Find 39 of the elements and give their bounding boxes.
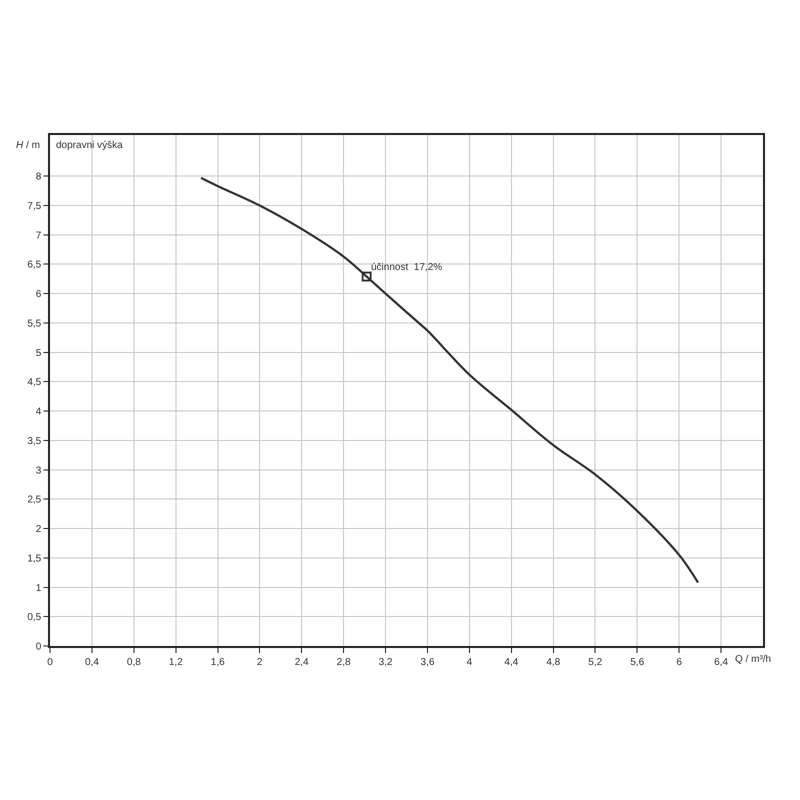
y-tick-label: 6 <box>36 289 42 300</box>
y-tick-label: 2,5 <box>27 494 42 506</box>
x-tick-label: 6,4 <box>714 656 728 668</box>
x-tick-label: 2,4 <box>294 656 310 668</box>
x-tick-label: 0,4 <box>84 656 100 668</box>
x-tick-label: 1,6 <box>210 656 226 668</box>
y-tick-label: 0,5 <box>27 612 42 624</box>
x-tick-label: 3,2 <box>378 656 393 668</box>
x-tick-label: 0,8 <box>126 656 142 668</box>
annotation: dopravni výška <box>56 140 124 151</box>
y-tick-label: 3 <box>36 465 42 476</box>
y-tick-label: 4 <box>36 406 42 418</box>
x-tick-label: 4,4 <box>504 656 519 668</box>
x-tick-label: 1,2 <box>168 656 184 668</box>
x-tick-label: 4,8 <box>546 656 561 668</box>
x-axis-title: Q / m³/h <box>735 654 772 665</box>
x-tick-label: 4 <box>466 656 473 668</box>
y-tick-label: 0 <box>36 642 42 652</box>
y-tick-label: 2 <box>36 524 42 536</box>
line-series <box>200 176 700 584</box>
annotation: účinnost 17,2% <box>371 262 442 273</box>
y-tick-label: 5,5 <box>27 318 42 330</box>
y-tick-label: 8 <box>36 172 42 183</box>
x-tick-label: 0 <box>47 656 54 668</box>
y-tick-label: 1,5 <box>27 553 42 564</box>
y-tick-label: 4,5 <box>27 377 42 388</box>
x-tick-label: 2 <box>256 656 263 668</box>
x-tick-label: 3,6 <box>420 656 435 668</box>
y-tick-label: 3,5 <box>27 436 42 447</box>
y-tick-label: 7,5 <box>27 200 42 212</box>
x-tick-label: 2,8 <box>336 656 351 668</box>
y-tick-label: 1 <box>36 582 42 594</box>
y-tick-label: 6,5 <box>27 260 42 271</box>
y-tick-label: 7 <box>36 230 42 242</box>
y-tick-label: 5 <box>36 348 42 359</box>
x-tick-label: 5,2 <box>588 656 603 668</box>
y-axis-title: H / m <box>16 140 40 151</box>
x-tick-label: 5,6 <box>630 656 645 668</box>
x-tick-label: 6 <box>676 656 682 668</box>
